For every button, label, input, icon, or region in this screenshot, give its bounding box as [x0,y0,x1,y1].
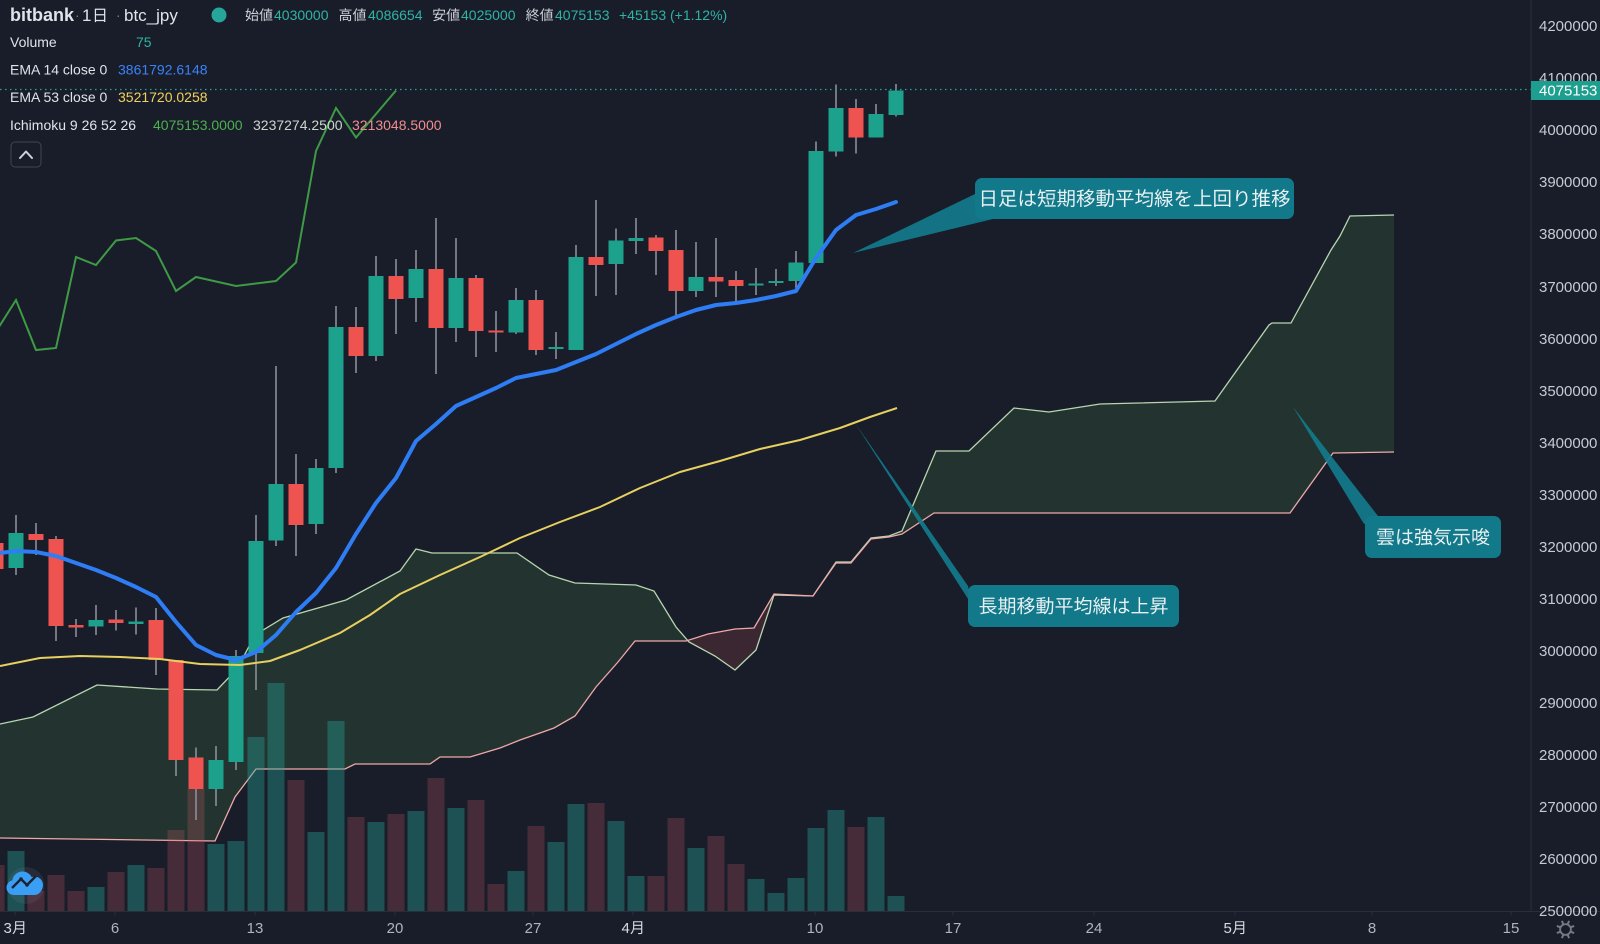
svg-text:2700000: 2700000 [1539,799,1597,816]
svg-text:10: 10 [807,920,824,937]
svg-text:3800000: 3800000 [1539,226,1597,243]
svg-text:4075153: 4075153 [1539,83,1597,100]
svg-text:13: 13 [247,920,264,937]
svg-text:27: 27 [525,920,542,937]
svg-text:btc_jpy: btc_jpy [124,6,178,25]
svg-text:2900000: 2900000 [1539,695,1597,712]
svg-text:3700000: 3700000 [1539,279,1597,296]
svg-text:4086654: 4086654 [368,7,423,23]
svg-text:75: 75 [136,34,152,50]
svg-text:4075153: 4075153 [555,7,610,23]
svg-text:1: 1 [82,6,91,25]
svg-text:24: 24 [1086,920,1103,937]
svg-text:3200000: 3200000 [1539,539,1597,556]
svg-text:·: · [116,7,121,23]
svg-text:EMA 14 close 0: EMA 14 close 0 [10,62,107,78]
svg-text:8: 8 [1368,920,1376,937]
svg-text:4000000: 4000000 [1539,122,1597,139]
svg-text:3861792.6148: 3861792.6148 [118,62,208,78]
svg-text:3100000: 3100000 [1539,591,1597,608]
svg-text:4025000: 4025000 [461,7,516,23]
svg-text:3600000: 3600000 [1539,331,1597,348]
svg-text:2600000: 2600000 [1539,851,1597,868]
svg-text:3213048.5000: 3213048.5000 [352,117,442,133]
svg-text:4: 4 [622,920,630,937]
svg-text:4075153.0000: 4075153.0000 [153,117,243,133]
svg-text:3400000: 3400000 [1539,435,1597,452]
svg-text:17: 17 [945,920,962,937]
svg-text:bitbank: bitbank [10,5,75,25]
svg-text:3237274.2500: 3237274.2500 [253,117,343,133]
svg-text:5: 5 [1224,920,1232,937]
svg-text:20: 20 [387,920,404,937]
svg-text:15: 15 [1503,920,1520,937]
svg-text:3900000: 3900000 [1539,174,1597,191]
svg-text:3521720.0258: 3521720.0258 [118,89,208,105]
svg-text:·: · [75,7,80,23]
svg-text:+45153 (+1.12%): +45153 (+1.12%) [619,7,727,23]
svg-text:EMA 53 close 0: EMA 53 close 0 [10,89,107,105]
svg-text:4030000: 4030000 [274,7,329,23]
svg-text:2500000: 2500000 [1539,903,1597,920]
svg-text:Ichimoku 9 26 52 26: Ichimoku 9 26 52 26 [10,117,136,133]
svg-text:4200000: 4200000 [1539,18,1597,35]
svg-text:3000000: 3000000 [1539,643,1597,660]
svg-text:Volume: Volume [10,34,57,50]
svg-text:3500000: 3500000 [1539,383,1597,400]
svg-text:3: 3 [4,920,12,937]
svg-text:6: 6 [111,920,119,937]
svg-text:3300000: 3300000 [1539,487,1597,504]
svg-text:2800000: 2800000 [1539,747,1597,764]
